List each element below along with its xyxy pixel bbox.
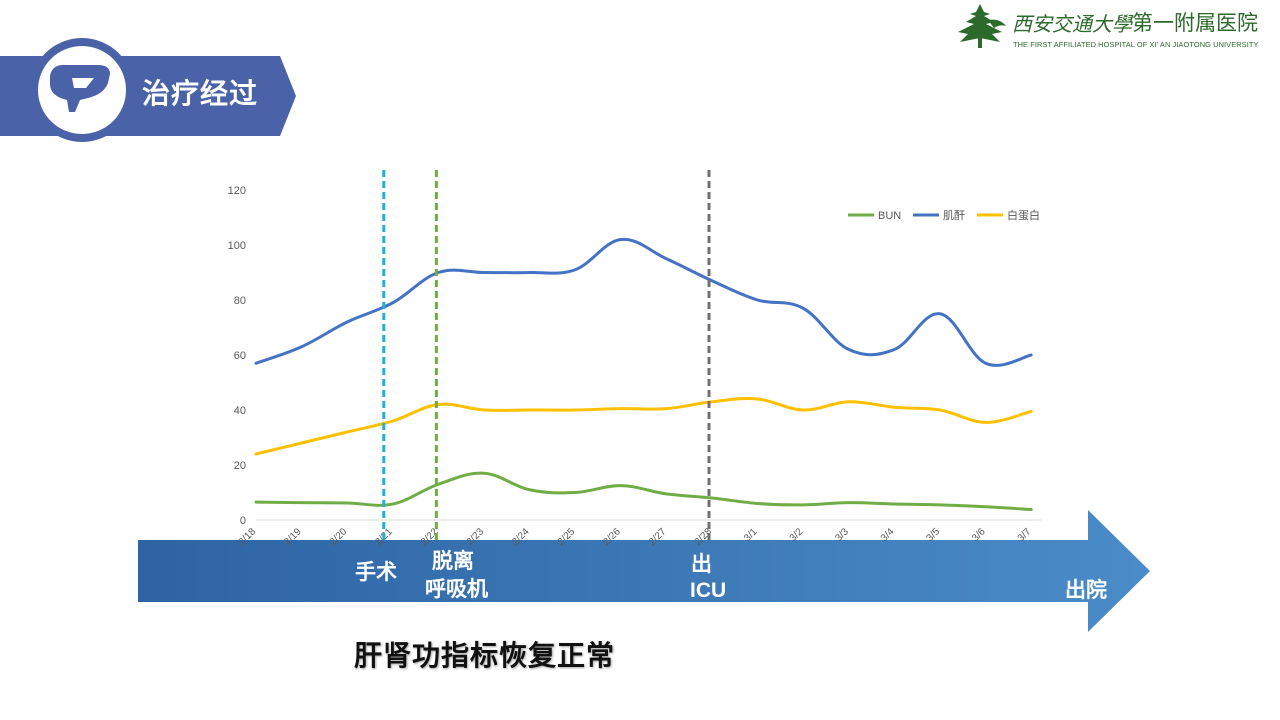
x-tick-label: 2/18 xyxy=(237,526,259,548)
logo-hospital-name: 第一附属医院 xyxy=(1132,12,1258,35)
x-tick-label: 2/20 xyxy=(328,526,350,548)
x-tick-label: 2/27 xyxy=(647,526,669,548)
x-tick-label: 3/5 xyxy=(925,526,943,544)
timeline-label-ventilator-line2: 呼吸机 xyxy=(425,578,488,601)
x-tick-label: 2/28 xyxy=(693,526,715,548)
x-tick-label: 3/3 xyxy=(833,526,851,544)
x-tick-label: 3/7 xyxy=(1016,526,1034,544)
timeline-label-icu-line1: 出 xyxy=(691,553,712,576)
series-line-bun xyxy=(254,471,1033,512)
y-tick-label: 100 xyxy=(228,240,246,252)
logo-english-name: THE FIRST AFFILIATED HOSPITAL OF XI' AN … xyxy=(1013,40,1259,49)
series-line-creatinine xyxy=(254,237,1033,367)
x-tick-label: 3/4 xyxy=(879,526,897,544)
y-tick-label: 40 xyxy=(234,405,246,417)
logo-university-name: 西安交通大學 xyxy=(1012,12,1132,36)
x-tick-label: 2/25 xyxy=(556,526,578,548)
timeline-label-icu-line2: ICU xyxy=(690,579,727,602)
legend-label: 肌酐 xyxy=(943,209,965,222)
pagoda-tree-icon xyxy=(958,4,1006,48)
x-tick-label: 2/19 xyxy=(282,526,304,548)
series-line-albumin xyxy=(254,397,1033,456)
page-title: 治疗经过 xyxy=(142,78,259,109)
summary-caption: 肝肾功指标恢复正常 xyxy=(354,640,616,671)
x-tick-label: 2/26 xyxy=(601,526,623,548)
legend-label: 白蛋白 xyxy=(1007,208,1040,222)
y-tick-label: 60 xyxy=(234,350,246,362)
liver-icon-badge xyxy=(30,38,134,142)
y-tick-label: 0 xyxy=(240,515,246,527)
timeline-label-ventilator-line1: 脱离 xyxy=(432,550,474,573)
x-tick-label: 2/23 xyxy=(465,526,487,548)
x-tick-label: 3/2 xyxy=(788,526,806,544)
y-tick-label: 80 xyxy=(234,295,246,307)
x-tick-label: 2/24 xyxy=(510,526,532,548)
timeline-label-discharge: 出院 xyxy=(1065,579,1107,602)
liver-icon xyxy=(50,64,110,112)
timeline-label-surgery: 手术 xyxy=(355,561,397,584)
y-tick-label: 120 xyxy=(228,185,246,197)
y-tick-label: 20 xyxy=(234,460,246,472)
x-tick-label: 3/6 xyxy=(970,526,988,544)
x-tick-label: 3/1 xyxy=(742,526,760,544)
legend-label: BUN xyxy=(878,210,901,222)
